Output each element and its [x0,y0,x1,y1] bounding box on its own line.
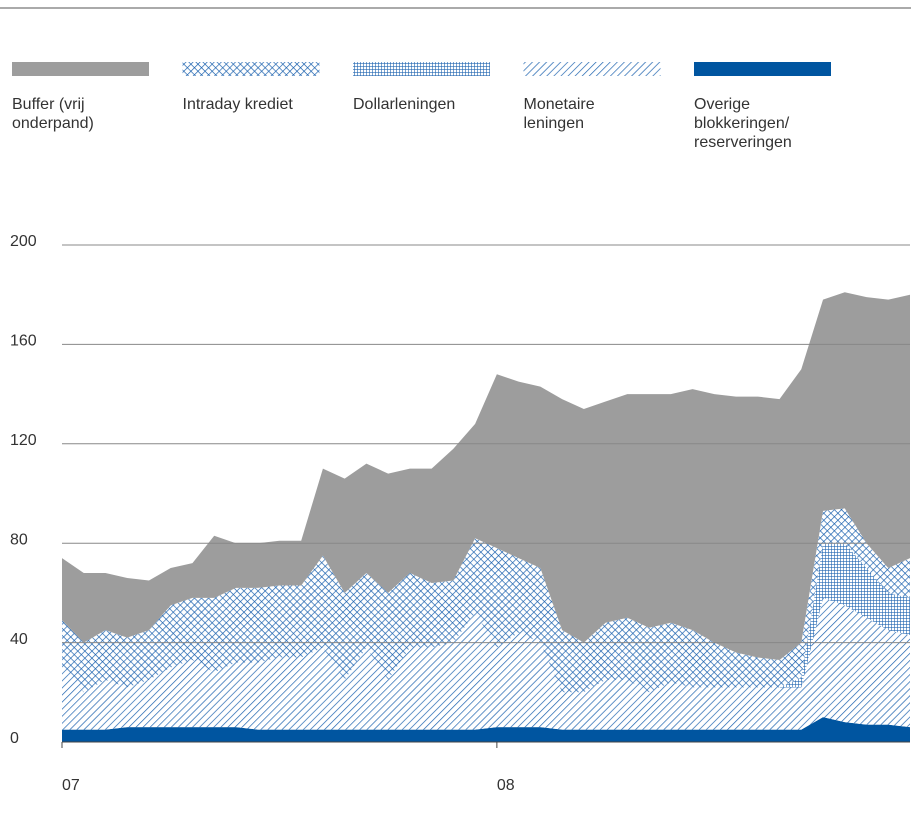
y-tick-label: 80 [10,531,28,548]
area [62,717,910,742]
area [62,292,910,660]
x-tick-label: 08 [497,777,515,794]
y-tick-label: 120 [10,432,37,449]
legend-label: Monetaire leningen [523,96,595,132]
legend-swatch [12,62,149,76]
legend-label: Dollarleningen [353,96,456,113]
area [62,597,910,730]
legend-swatch [523,62,661,76]
x-tick-label: 07 [62,777,80,794]
legend-swatch [182,62,320,76]
legend-label: Intraday krediet [182,96,293,113]
legend-label: Overige blokkeringen/ reserveringen [694,96,792,151]
y-tick-label: 160 [10,333,37,350]
legend-swatch [694,62,831,76]
area [62,508,910,693]
legend-swatch [353,62,490,76]
y-tick-label: 200 [10,233,37,250]
area [62,543,910,693]
y-tick-label: 40 [10,631,28,648]
legend-label: Buffer (vrij onderpand) [12,96,94,132]
y-tick-label: 0 [10,730,19,747]
